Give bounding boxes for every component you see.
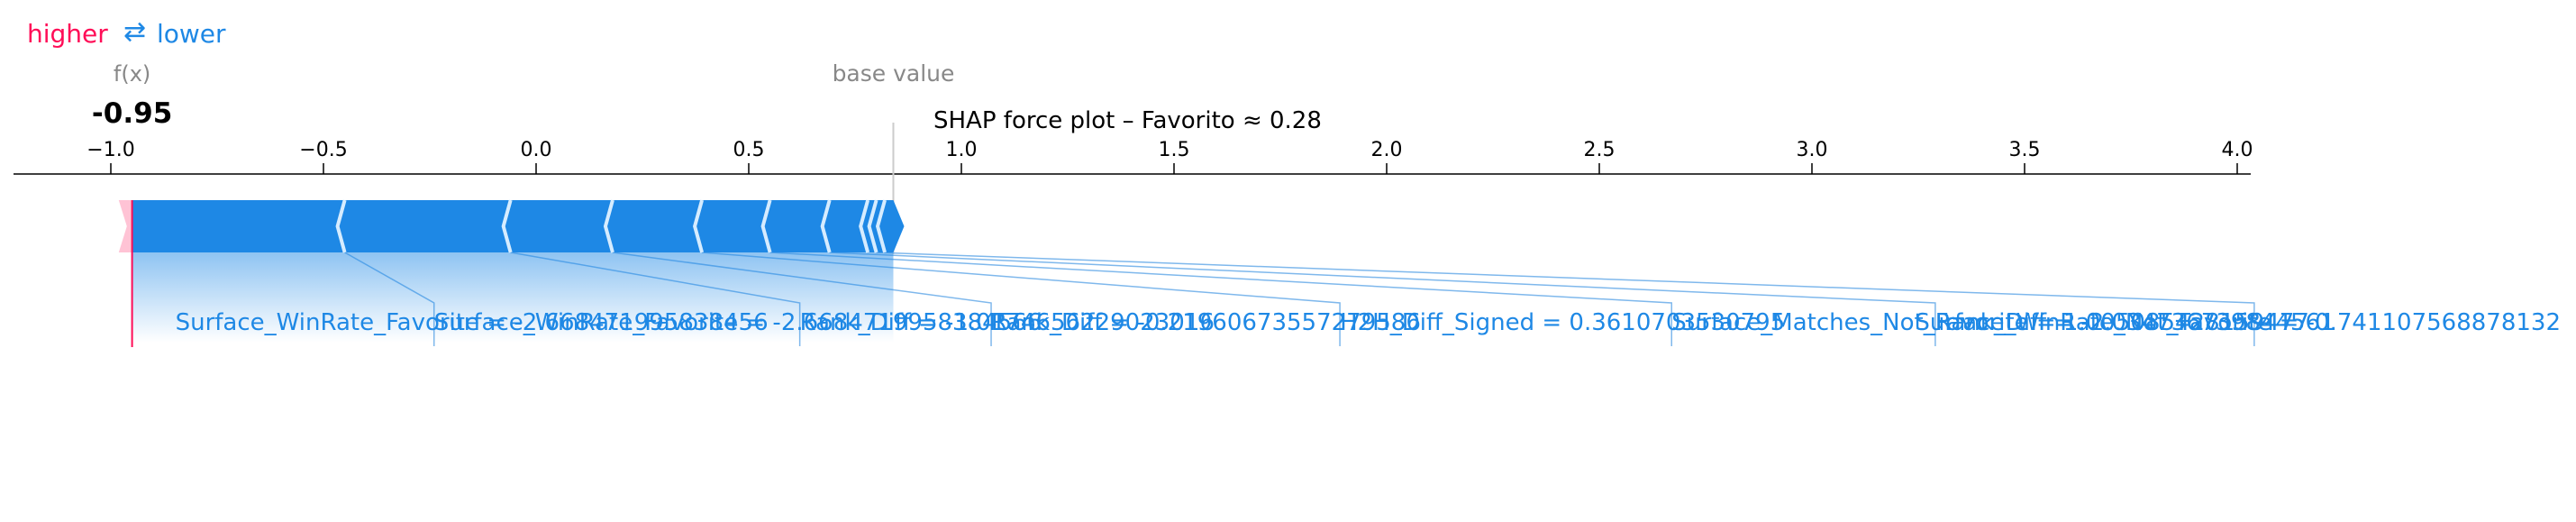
label-connector-4 bbox=[702, 252, 1341, 346]
label-connector-6 bbox=[829, 252, 1936, 346]
segment-divider-6 bbox=[820, 199, 832, 253]
label-connector-7 bbox=[876, 252, 2255, 346]
segment-divider-2 bbox=[501, 199, 513, 253]
feature-label-7: Surface_WinRate_Not_Favorite = -0.741107… bbox=[1915, 309, 2561, 336]
segment-divider-9 bbox=[875, 199, 887, 253]
feature-label-1: Surface_WinRate_Favorite = -2.6684719958… bbox=[434, 309, 1042, 336]
fx-label: f(x) bbox=[114, 61, 150, 87]
x-tick-label-10: 4.0 bbox=[2222, 139, 2253, 161]
feature-label-6: Rank_Diff = -2.034736739844561 bbox=[1935, 309, 2335, 336]
feature-label-3: Rank_Diff = -0.21960673557279586 bbox=[991, 309, 1421, 336]
base-value-label: base value bbox=[833, 60, 955, 87]
x-tick-label-7: 2.5 bbox=[1584, 139, 1616, 161]
feature-label-5: Surface_Matches_Not_Favorite = 1.0050854… bbox=[1671, 309, 2309, 336]
x-tick-label-2: 0.0 bbox=[521, 139, 552, 161]
segment-divider-7 bbox=[859, 199, 870, 253]
x-tick-label-6: 2.0 bbox=[1371, 139, 1403, 161]
segment-divider-4 bbox=[693, 199, 705, 253]
positive-force-bar bbox=[118, 200, 132, 252]
segment-divider-1 bbox=[335, 199, 347, 253]
x-tick-label-0: −1.0 bbox=[86, 139, 134, 161]
legend-lower-label: lower bbox=[157, 19, 226, 49]
x-tick-label-9: 3.5 bbox=[2009, 139, 2041, 161]
feature-labels: Surface_WinRate_Favorite = -2.6684719958… bbox=[176, 309, 2561, 336]
feature-label-0: Surface_WinRate_Favorite = -2.6684719958… bbox=[176, 309, 769, 336]
x-tick-label-8: 3.0 bbox=[1797, 139, 1828, 161]
label-connector-5 bbox=[769, 252, 1672, 346]
x-tick-label-1: −0.5 bbox=[299, 139, 347, 161]
legend-arrow-icon: ⇄ bbox=[123, 16, 146, 48]
feature-label-2: Rank_Diff = -1.0174656229023016 bbox=[800, 309, 1215, 336]
segment-divider-5 bbox=[760, 199, 772, 253]
legend-higher-label: higher bbox=[27, 19, 108, 49]
feature-label-4: H2H_Diff_Signed = 0.3610703530795 bbox=[1340, 309, 1785, 336]
x-tick-label-5: 1.5 bbox=[1159, 139, 1190, 161]
force-bars bbox=[118, 199, 905, 347]
fx-value: -0.95 bbox=[92, 97, 172, 130]
chart-title: SHAP force plot – Favorito ≈ 0.28 bbox=[933, 107, 1322, 134]
x-tick-label-4: 1.0 bbox=[946, 139, 978, 161]
x-axis-ticks: −1.0 −0.5 0.0 0.5 1.0 1.5 2.0 2.5 3.0 3.5 4.0 bbox=[86, 139, 2253, 174]
x-tick-label-3: 0.5 bbox=[733, 139, 765, 161]
segment-divider-8 bbox=[867, 199, 878, 253]
segment-divider-3 bbox=[603, 199, 614, 253]
negative-force-bar bbox=[132, 200, 905, 252]
force-fade bbox=[132, 252, 894, 343]
